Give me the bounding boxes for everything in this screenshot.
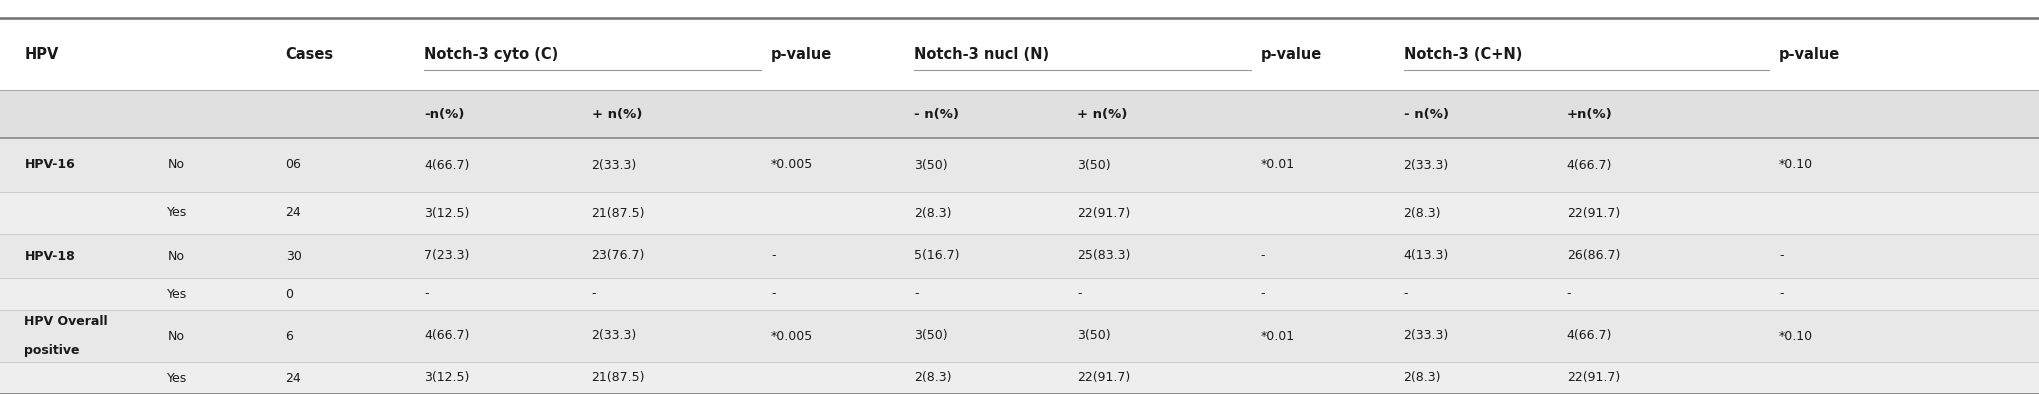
Text: -: - <box>1778 288 1782 301</box>
Text: Cases: Cases <box>285 46 334 61</box>
Text: + n(%): + n(%) <box>591 108 642 121</box>
Text: + n(%): + n(%) <box>1077 108 1128 121</box>
Text: -: - <box>771 249 775 262</box>
Text: *0.01: *0.01 <box>1260 158 1295 171</box>
Text: 2(33.3): 2(33.3) <box>591 329 636 342</box>
Text: 3(50): 3(50) <box>913 158 946 171</box>
Text: No: No <box>167 249 184 262</box>
Text: 23(76.7): 23(76.7) <box>591 249 644 262</box>
Text: 22(91.7): 22(91.7) <box>1077 206 1130 219</box>
Text: 24: 24 <box>285 206 302 219</box>
Text: Notch-3 cyto (C): Notch-3 cyto (C) <box>424 46 559 61</box>
Text: 2(8.3): 2(8.3) <box>913 372 950 385</box>
Text: 2(33.3): 2(33.3) <box>591 158 636 171</box>
Bar <box>0 278 2039 310</box>
Text: HPV-16: HPV-16 <box>24 158 75 171</box>
Text: Yes: Yes <box>167 288 188 301</box>
Text: Notch-3 nucl (N): Notch-3 nucl (N) <box>913 46 1048 61</box>
Text: -: - <box>1260 288 1264 301</box>
Text: 21(87.5): 21(87.5) <box>591 206 644 219</box>
Text: *0.10: *0.10 <box>1778 329 1813 342</box>
Text: p-value: p-value <box>1260 46 1321 61</box>
Text: 3(50): 3(50) <box>913 329 946 342</box>
Text: positive: positive <box>24 344 80 357</box>
Text: -: - <box>913 288 918 301</box>
Text: HPV-18: HPV-18 <box>24 249 75 262</box>
Text: 25(83.3): 25(83.3) <box>1077 249 1130 262</box>
Text: - n(%): - n(%) <box>913 108 958 121</box>
Text: No: No <box>167 329 184 342</box>
Text: 2(8.3): 2(8.3) <box>1403 206 1440 219</box>
Text: *0.01: *0.01 <box>1260 329 1295 342</box>
Text: -: - <box>1077 288 1081 301</box>
Text: -: - <box>1403 288 1407 301</box>
Text: 2(8.3): 2(8.3) <box>913 206 950 219</box>
Text: *0.10: *0.10 <box>1778 158 1813 171</box>
Text: 0: 0 <box>285 288 294 301</box>
Text: 22(91.7): 22(91.7) <box>1566 206 1619 219</box>
Text: 3(50): 3(50) <box>1077 158 1109 171</box>
Text: 7(23.3): 7(23.3) <box>424 249 469 262</box>
Text: - n(%): - n(%) <box>1403 108 1448 121</box>
Text: -: - <box>771 288 775 301</box>
Text: 22(91.7): 22(91.7) <box>1566 372 1619 385</box>
Text: -: - <box>1778 249 1782 262</box>
Text: 30: 30 <box>285 249 302 262</box>
Text: 4(13.3): 4(13.3) <box>1403 249 1448 262</box>
Bar <box>0 362 2039 394</box>
Bar <box>0 234 2039 278</box>
Text: 5(16.7): 5(16.7) <box>913 249 958 262</box>
Text: 2(8.3): 2(8.3) <box>1403 372 1440 385</box>
Text: HPV Overall: HPV Overall <box>24 315 108 328</box>
Text: 3(12.5): 3(12.5) <box>424 372 469 385</box>
Text: *0.005: *0.005 <box>771 329 814 342</box>
Text: 2(33.3): 2(33.3) <box>1403 158 1448 171</box>
Text: 21(87.5): 21(87.5) <box>591 372 644 385</box>
Text: 4(66.7): 4(66.7) <box>424 329 469 342</box>
Text: +n(%): +n(%) <box>1566 108 1611 121</box>
Text: Yes: Yes <box>167 206 188 219</box>
Bar <box>0 310 2039 362</box>
Text: 4(66.7): 4(66.7) <box>1566 158 1611 171</box>
Text: Yes: Yes <box>167 372 188 385</box>
Text: 6: 6 <box>285 329 294 342</box>
Text: 4(66.7): 4(66.7) <box>424 158 469 171</box>
Text: 26(86.7): 26(86.7) <box>1566 249 1619 262</box>
Text: 24: 24 <box>285 372 302 385</box>
Text: HPV: HPV <box>24 46 59 61</box>
Text: Notch-3 (C+N): Notch-3 (C+N) <box>1403 46 1521 61</box>
Bar <box>0 192 2039 234</box>
Text: 22(91.7): 22(91.7) <box>1077 372 1130 385</box>
Text: -n(%): -n(%) <box>424 108 465 121</box>
Bar <box>0 90 2039 138</box>
Text: *0.005: *0.005 <box>771 158 814 171</box>
Text: p-value: p-value <box>771 46 832 61</box>
Bar <box>0 138 2039 192</box>
Text: 3(12.5): 3(12.5) <box>424 206 469 219</box>
Text: p-value: p-value <box>1778 46 1839 61</box>
Text: -: - <box>1566 288 1570 301</box>
Text: 3(50): 3(50) <box>1077 329 1109 342</box>
Text: -: - <box>424 288 428 301</box>
Text: No: No <box>167 158 184 171</box>
Text: -: - <box>1260 249 1264 262</box>
Text: -: - <box>591 288 595 301</box>
Text: 06: 06 <box>285 158 302 171</box>
Text: 2(33.3): 2(33.3) <box>1403 329 1448 342</box>
Text: 4(66.7): 4(66.7) <box>1566 329 1611 342</box>
